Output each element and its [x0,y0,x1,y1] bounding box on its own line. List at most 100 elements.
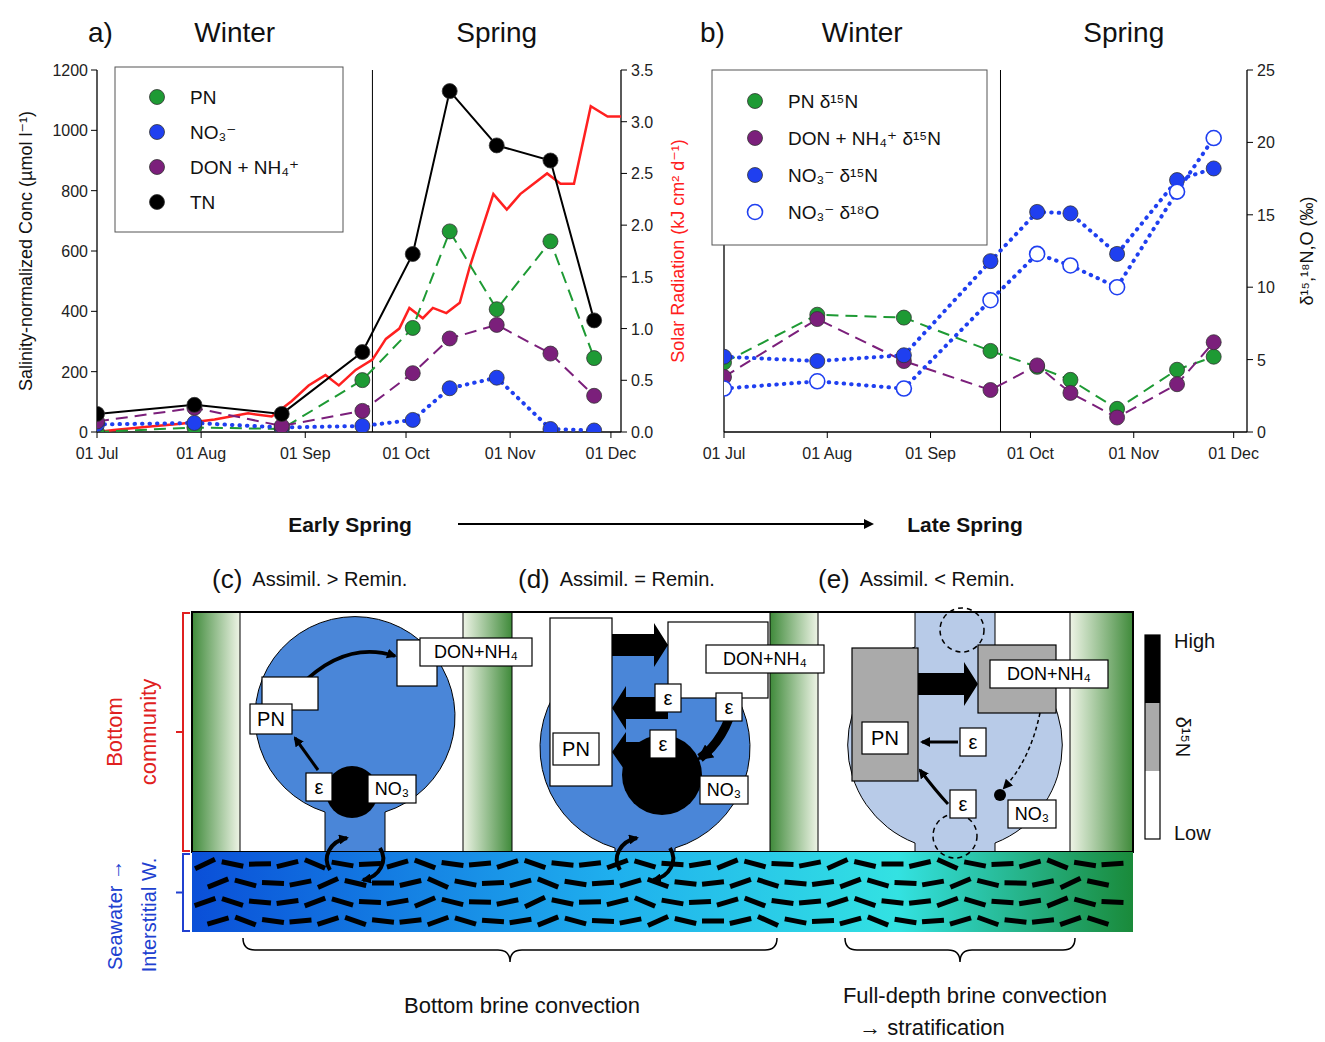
figure: 01 Jul01 Aug01 Sep01 Oct01 Nov01 Dec0200… [0,0,1325,1042]
node-label: PN [562,738,590,760]
series-marker [724,349,732,364]
node-label: ε [969,731,978,753]
y-tick [91,251,97,252]
series-marker [405,412,420,427]
ice-platelet [909,901,931,904]
ice-platelet [387,861,408,867]
panel-letter: b) [700,17,725,48]
ice-platelet [469,863,491,865]
series-marker [1063,385,1078,400]
ice-platelet [455,918,476,924]
panel-letter: a) [88,17,113,48]
ice-platelet [318,879,338,888]
series-marker [543,346,558,361]
chart-panel: 01 Jul01 Aug01 Sep01 Oct01 Nov01 Dec0200… [16,17,688,462]
ice-platelet [332,862,354,866]
series-marker [442,224,457,239]
series-marker [489,370,504,385]
ice-platelet [895,919,917,922]
ice-platelet [277,900,299,903]
series-marker [1030,246,1045,261]
series-marker [489,317,504,332]
node-label: DON+NH₄ [1007,664,1091,684]
y2-tick [621,121,627,122]
series-marker [1170,377,1185,392]
ice-platelet [689,862,711,865]
x-tick [930,432,931,438]
y2-tick-label: 2.5 [631,165,653,182]
ice-platelet [565,881,587,884]
y2-tick [1247,287,1253,288]
node-box [862,722,908,754]
ice-platelet [854,862,875,867]
flux-arrow [1004,713,1040,788]
node-label: NO₃ [375,779,409,799]
ice-platelet [372,920,394,922]
x-tick-label: 01 Sep [280,445,331,462]
ice-platelet [428,917,449,925]
ice-platelet [1047,898,1067,906]
ice-platelet [827,899,848,906]
y2-tick [621,225,627,226]
ice-platelet [909,862,930,867]
scale-mid [1145,703,1160,771]
ice-platelet [222,862,244,867]
legend-label: PN [190,87,216,108]
bottom-bracket [845,938,1075,962]
bottom-bracket [243,938,777,962]
ice-platelet [702,882,724,884]
ice-platelet [579,899,601,904]
legend-marker [150,195,165,210]
series-marker [896,310,911,325]
ice-platelet [992,901,1014,903]
y2-tick-label: 20 [1257,134,1275,151]
y-tick-label: 800 [61,183,88,200]
ice-platelet [702,919,724,924]
ice-platelet [497,900,519,905]
x-axis [724,431,1247,432]
ice-platelet [1005,920,1027,923]
series-marker [274,406,289,421]
series-marker [1030,204,1045,219]
y-tick-label: 0 [79,424,88,441]
ice-column [1070,612,1133,852]
ice-platelet [717,899,738,905]
ice-platelet [635,898,655,907]
node-label: PN [871,727,899,749]
ice-platelet [1047,860,1067,868]
x-tick-label: 01 Jul [76,445,119,462]
ice-platelet [400,920,422,923]
ice-platelet [689,901,711,902]
series-marker [983,254,998,269]
ice-platelet [318,918,339,925]
legend-label: DON + NH₄⁺ δ¹⁵N [788,128,941,149]
ice-platelet [978,917,999,925]
series-marker [1206,131,1221,146]
y2-tick-label: 1.0 [631,321,653,338]
ice-platelet [207,918,228,924]
circulation-arrow [653,848,673,880]
series-marker [543,234,558,249]
community-frame [192,612,1133,852]
ice-platelet [208,879,228,887]
ice-platelet [730,879,751,886]
legend-label: NO₃⁻ [190,122,236,143]
series-marker [587,423,602,432]
ice-platelet [359,863,381,864]
flux-arrow [295,738,318,770]
y2-tick-label: 0 [1257,424,1266,441]
ice-platelet [785,919,807,923]
x-tick [97,432,98,438]
y-tick-label: 1200 [52,62,88,79]
ice-platelet [387,900,409,904]
season-label: Winter [822,17,903,48]
x-tick-label: 01 Aug [176,445,226,462]
season-label: Spring [1083,17,1164,48]
node-box [650,730,676,758]
scale-label: Low [1174,822,1211,844]
series-marker [442,331,457,346]
scale-title: δ¹⁵N [1172,717,1194,758]
panel-letter: (d) [518,564,550,594]
series-marker [1170,184,1185,199]
y2-tick-label: 25 [1257,62,1275,79]
